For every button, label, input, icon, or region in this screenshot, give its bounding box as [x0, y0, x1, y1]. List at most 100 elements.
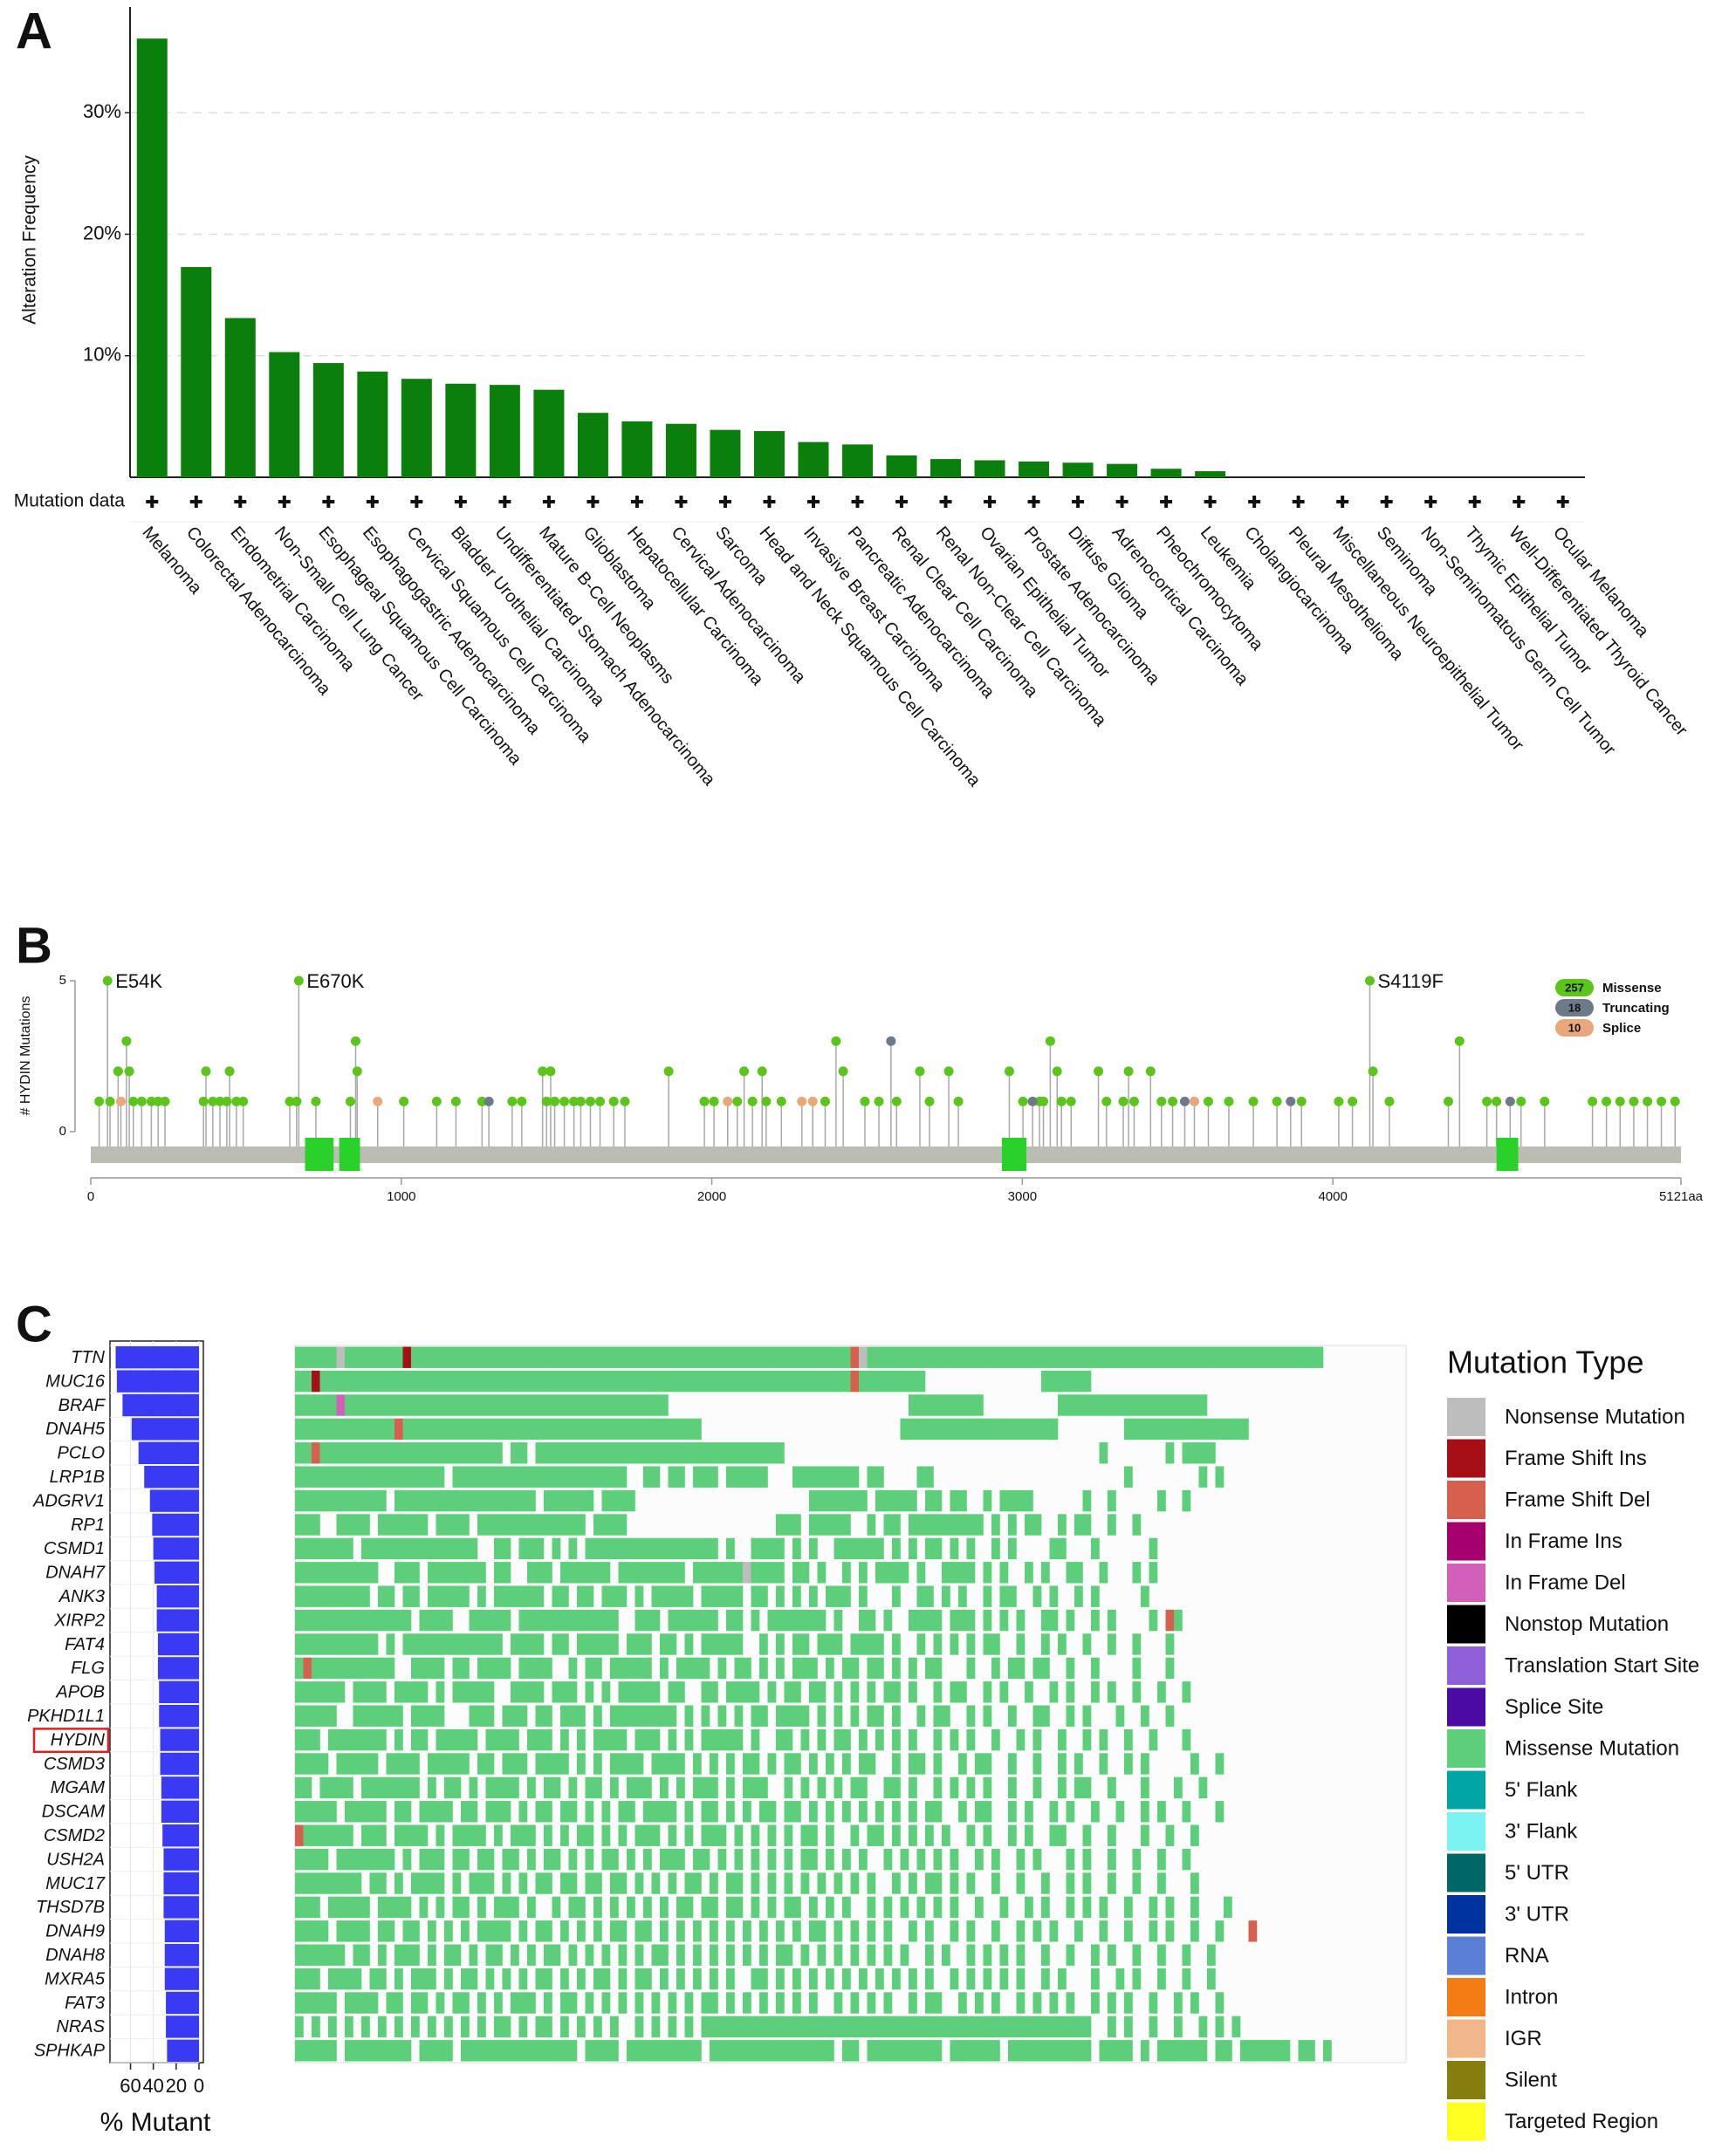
mutation-cell	[469, 1489, 478, 1512]
mutation-cell	[518, 2040, 528, 2062]
mutation-cell	[767, 1896, 777, 1919]
mutation-cell	[1165, 2040, 1175, 2062]
mutation-cell	[527, 2040, 536, 2062]
mutation-cell	[950, 1394, 959, 1416]
mutation-cell	[958, 1394, 967, 1416]
mutation-cell	[402, 1346, 412, 1368]
mutation-cell	[916, 1370, 926, 1393]
mutation-cell	[394, 1776, 403, 1799]
mutation-cell	[826, 1968, 834, 1990]
mutation-cell	[319, 1537, 329, 1560]
mutation-cell	[991, 1633, 1000, 1655]
mutation-cell	[295, 1824, 304, 1846]
mutation-cell	[958, 1609, 967, 1632]
mutation-cell	[684, 1370, 694, 1393]
mutation-cell	[668, 1370, 677, 1393]
mutation-cell	[295, 1633, 304, 1655]
mutation-cell	[577, 1633, 586, 1655]
mutation-cell	[784, 2040, 793, 2062]
mutation-cell	[544, 1514, 552, 1536]
mutation-cell	[660, 1418, 669, 1441]
mutation-cell	[303, 1442, 312, 1464]
mutation-cell	[1074, 1514, 1083, 1536]
mutation-cell	[1124, 1896, 1133, 1919]
mutation-cell	[916, 1705, 926, 1727]
mutation-cell	[303, 1633, 312, 1655]
mutation-cell	[660, 1442, 669, 1464]
mutation-cell	[452, 1776, 462, 1799]
mutation-cell	[469, 1681, 478, 1703]
legend-count: 18	[1568, 1001, 1581, 1014]
mutation-cell	[369, 1657, 379, 1680]
mutation-cell	[1149, 1562, 1158, 1584]
mutation-cell	[394, 1489, 403, 1512]
gene-label: FAT4	[65, 1635, 105, 1654]
mutation-cell	[643, 1657, 652, 1680]
mutation-cell	[535, 2016, 545, 2038]
mutation-cell	[369, 1466, 379, 1488]
mutation-cell	[909, 1776, 917, 1799]
mutation-cell	[436, 1537, 445, 1560]
mutation-cell	[784, 1776, 793, 1799]
mutation-cell	[527, 1848, 536, 1871]
protein-domain	[1001, 1138, 1026, 1171]
mutation-cell	[477, 1920, 486, 1942]
mutation-cell	[1240, 2040, 1249, 2062]
mutation-cell	[303, 1394, 312, 1416]
mutation-cell	[701, 1896, 710, 1919]
mutation-cell	[485, 1466, 495, 1488]
lollipop-head	[350, 1036, 360, 1046]
mutation-cell	[1008, 1657, 1017, 1680]
mutation-cell	[826, 1370, 834, 1393]
mutation-cell	[378, 1848, 387, 1871]
mutation-cell	[353, 1848, 362, 1871]
mutation-cell	[518, 1753, 528, 1775]
mutation-cell	[710, 1466, 718, 1488]
mutation-cell	[925, 2040, 934, 2062]
mutation-cell	[461, 1824, 470, 1846]
mutation-cell	[544, 1466, 552, 1488]
mutation-cell	[601, 1537, 611, 1560]
mutation-cell	[800, 1609, 810, 1632]
mutation-cell	[1157, 1801, 1166, 1823]
mutation-cell	[933, 1633, 943, 1655]
mutation-cell	[842, 1657, 851, 1680]
mutation-cell	[701, 1824, 710, 1846]
mutation-cell	[933, 1896, 943, 1919]
mutation-cell	[544, 1418, 552, 1441]
mutation-cell	[544, 1968, 552, 1990]
mutation-cell	[544, 1370, 552, 1393]
mutation-cell	[1032, 1992, 1042, 2014]
mutation-cell	[411, 1705, 420, 1727]
mutation-cell	[436, 1824, 445, 1846]
mutation-cell	[295, 1562, 304, 1584]
mutation-cell	[577, 1968, 586, 1990]
mutation-cell	[593, 1728, 602, 1751]
mutation-cell	[1074, 1585, 1083, 1607]
mutation-cell	[511, 1753, 519, 1775]
mutation-cell	[643, 1442, 652, 1464]
mutation-cell	[867, 1633, 876, 1655]
mutation-cell	[726, 1537, 735, 1560]
mutation-cell	[593, 1872, 602, 1894]
mutation-cell	[676, 1944, 685, 1966]
mutation-cell	[800, 1848, 810, 1871]
mutation-cell	[999, 1489, 1009, 1512]
mutation-cell	[717, 1585, 727, 1607]
mutation-cell	[585, 1466, 594, 1488]
lollipop-head	[105, 1096, 115, 1106]
mutation-cell	[511, 2040, 519, 2062]
mutation-cell	[369, 1705, 379, 1727]
mutation-cell	[552, 1681, 561, 1703]
mutation-cell	[635, 2016, 644, 2038]
mutation-cell	[1108, 1824, 1116, 1846]
mutation-cell	[1207, 1346, 1216, 1368]
mutation-cell	[817, 1944, 827, 1966]
mutation-cell	[1016, 1848, 1026, 1871]
mutation-cell	[419, 1537, 429, 1560]
mutation-cell	[643, 1968, 652, 1990]
mutation-cell	[568, 1442, 578, 1464]
mutation-cell	[345, 1801, 353, 1823]
mutation-cell	[610, 1585, 619, 1607]
mutation-cell	[336, 1920, 346, 1942]
